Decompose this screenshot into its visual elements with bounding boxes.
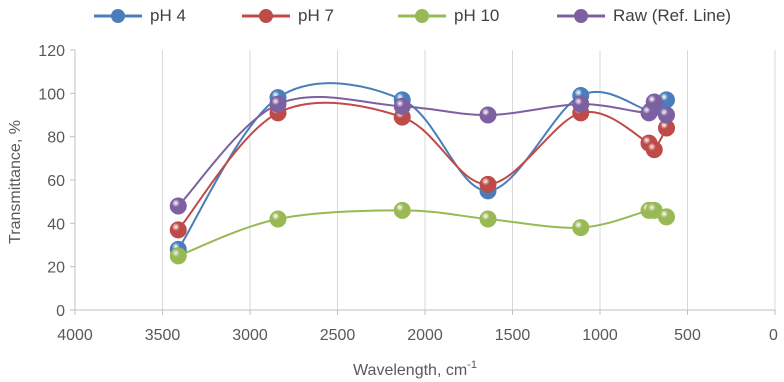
point-raw-ref-line-0: [169, 197, 187, 215]
gridlines: [162, 50, 776, 310]
y-tick-label-40: 40: [47, 216, 65, 233]
x-tick-label-4000: 4000: [57, 327, 93, 344]
y-tick-label-100: 100: [38, 86, 65, 103]
legend-item-ph7: pH 7: [240, 6, 334, 26]
legend-label-ph10: pH 10: [454, 6, 500, 25]
legend-item-ph10: pH 10: [396, 6, 499, 26]
legend-item-ph4: pH 4: [92, 6, 186, 26]
x-tick-label-500: 500: [674, 327, 701, 344]
legend-marker-ph10: [398, 9, 446, 23]
legend-marker-ph4: [94, 9, 142, 23]
y-tick-label-80: 80: [47, 130, 65, 147]
point-ph-10-4: [572, 219, 590, 237]
series-line-raw-ref-line: [177, 95, 668, 207]
point-raw-ref-line-1: [269, 95, 287, 113]
x-tick-label-2500: 2500: [320, 327, 356, 344]
y-tick-label-20: 20: [47, 260, 65, 277]
x-axis-title: Wavelength, cm-1: [353, 359, 477, 379]
x-axis-title-superscript: -1: [467, 359, 477, 371]
point-raw-ref-line-4: [572, 95, 590, 113]
x-tick-label-1000: 1000: [582, 327, 618, 344]
data-points: [169, 87, 675, 265]
point-ph-10-7: [658, 208, 675, 226]
point-raw-ref-line-7: [658, 106, 675, 124]
y-tick-label-0: 0: [56, 303, 65, 320]
point-raw-ref-line-6: [645, 93, 663, 111]
point-ph-10-3: [479, 210, 497, 228]
x-tick-label-2000: 2000: [407, 327, 443, 344]
x-axis-title-main: Wavelength, cm: [353, 362, 467, 379]
point-ph-10-1: [269, 210, 287, 228]
series-lines: [177, 82, 668, 257]
point-ph-7-0: [169, 221, 187, 239]
legend: pH 4 pH 7 pH 10 Raw (Ref. Line): [0, 4, 784, 32]
legend-label-ph7: pH 7: [298, 6, 334, 25]
tick-labels: 0 20 40 60 80 100 120 4000 3500 3000 2500 2000 1500 1…: [38, 43, 778, 344]
axes: [70, 49, 776, 315]
legend-marker-ph7: [242, 9, 290, 23]
x-tick-label-1500: 1500: [495, 327, 531, 344]
legend-marker-raw: [557, 9, 605, 23]
series-line-ph-10: [177, 207, 667, 257]
point-ph-10-2: [393, 201, 411, 219]
x-tick-label-0: 0: [769, 327, 778, 344]
point-raw-ref-line-3: [479, 106, 497, 124]
point-raw-ref-line-2: [393, 97, 411, 115]
point-ph-7-3: [479, 175, 497, 193]
y-tick-label-120: 120: [38, 43, 65, 60]
point-ph-10-0: [169, 247, 187, 265]
y-axis-title: Transmittance, %: [7, 120, 24, 244]
x-tick-label-3500: 3500: [145, 327, 181, 344]
legend-item-raw: Raw (Ref. Line): [555, 6, 731, 26]
series-line-ph-4: [177, 82, 668, 250]
legend-label-ph4: pH 4: [150, 6, 186, 25]
y-tick-label-60: 60: [47, 173, 65, 190]
legend-label-raw: Raw (Ref. Line): [613, 6, 732, 25]
x-tick-label-3000: 3000: [232, 327, 268, 344]
point-ph-7-6: [645, 141, 663, 159]
